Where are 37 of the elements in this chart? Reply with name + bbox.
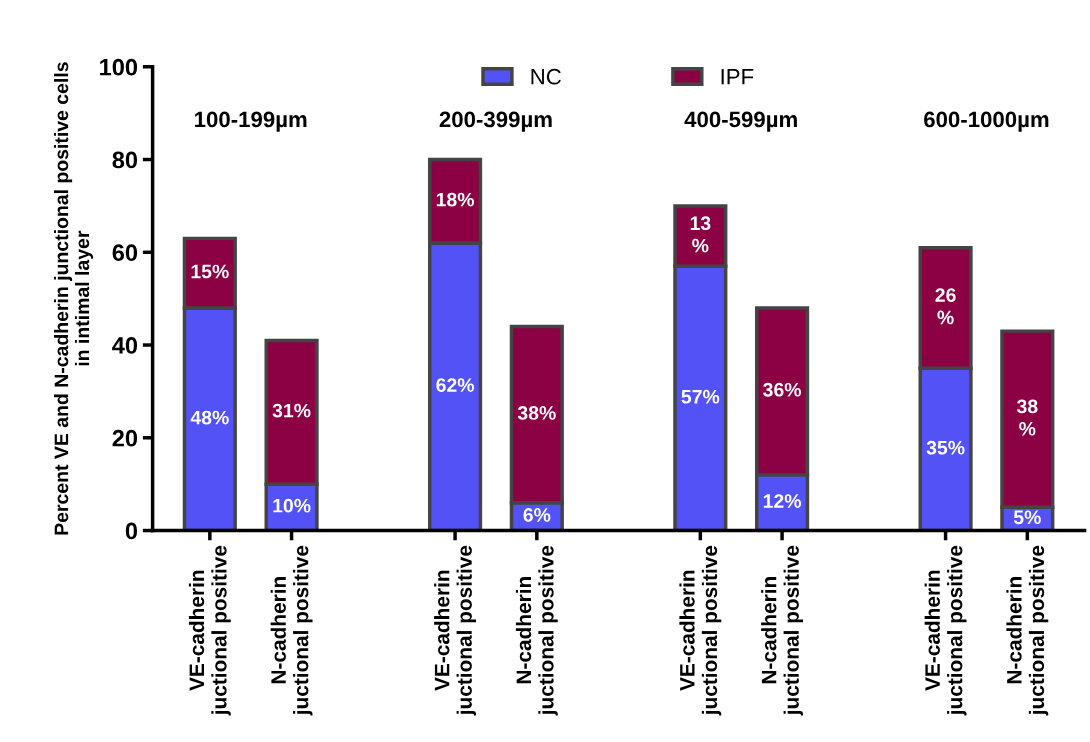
annotation: 600-1000µm bbox=[924, 111, 1049, 132]
y-tick-label: 20 bbox=[112, 429, 138, 447]
x-tick-label: N-cadherin juctional positive bbox=[515, 545, 558, 716]
annotation: 200-399µm bbox=[439, 111, 552, 132]
y-tick-label: 60 bbox=[112, 244, 138, 262]
data-label: 57% bbox=[681, 389, 720, 404]
x-tick-label: N-cadherin juctional positive bbox=[270, 545, 313, 716]
data-label: 26 % bbox=[935, 288, 956, 325]
x-tick-label: N-cadherin juctional positive bbox=[761, 545, 804, 716]
data-label: 18% bbox=[436, 192, 475, 207]
data-label: 13 % bbox=[690, 216, 711, 253]
y-tick-label: 80 bbox=[112, 151, 138, 169]
data-label: 10% bbox=[273, 498, 311, 513]
y-axis-title: Percent VE and N-cadherin junctional positive cells in intimal layer bbox=[54, 62, 94, 535]
legend-label: IPF bbox=[721, 69, 754, 85]
data-label: 12% bbox=[763, 494, 802, 508]
x-tick-label: VE-cadherin juctional positive bbox=[924, 545, 967, 716]
annotation: 100-199µm bbox=[195, 111, 307, 132]
data-label: 38 % bbox=[1016, 399, 1038, 436]
data-label: 38% bbox=[517, 406, 556, 420]
data-label: 6% bbox=[523, 508, 551, 522]
data-label: 62% bbox=[436, 378, 475, 392]
legend-label: NC bbox=[531, 68, 561, 85]
data-label: 36% bbox=[763, 382, 802, 397]
y-tick-label: 0 bbox=[125, 522, 138, 540]
data-label: 48% bbox=[190, 410, 229, 425]
data-label: 31% bbox=[272, 403, 311, 418]
data-label: 5% bbox=[1013, 510, 1041, 525]
y-tick-label: 40 bbox=[112, 337, 138, 354]
x-tick-label: N-cadherin juctional positive bbox=[1006, 545, 1049, 716]
x-tick-label: VE-cadherin juctional positive bbox=[679, 545, 722, 716]
y-tick-label: 100 bbox=[100, 58, 138, 76]
data-label: 35% bbox=[926, 440, 965, 455]
x-tick-label: VE-cadherin juctional positive bbox=[434, 545, 477, 716]
annotation: 400-599µm bbox=[684, 111, 797, 132]
data-label: 15% bbox=[191, 264, 229, 279]
x-tick-label: VE-cadherin juctional positive bbox=[188, 545, 231, 716]
